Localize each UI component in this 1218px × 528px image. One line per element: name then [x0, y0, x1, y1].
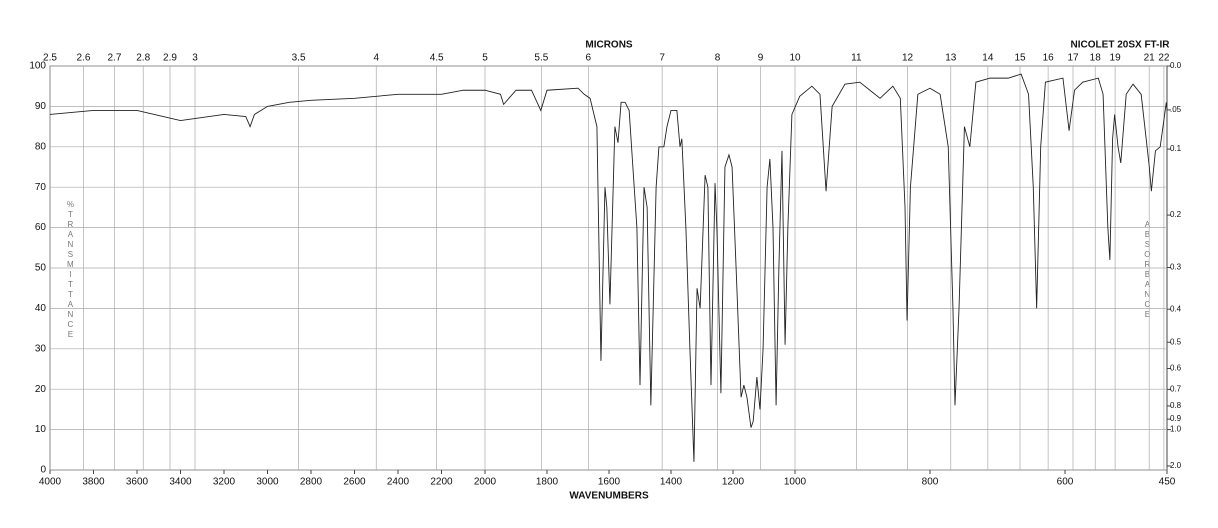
- spectrum-line: [49, 73, 1168, 462]
- x-tick-label: 3600: [126, 477, 149, 488]
- x-tick-label: 3800: [82, 477, 105, 488]
- x2-tick-label: 13: [945, 53, 957, 64]
- x2-tick-label: 2.8: [136, 53, 150, 64]
- x2-tick-label: 9: [758, 53, 764, 64]
- y2-tick-label: 0.1: [1170, 144, 1182, 153]
- x2-tick-label: 6: [586, 53, 592, 64]
- y-tick-label: 70: [35, 182, 47, 193]
- x-tick-label: 3200: [213, 477, 236, 488]
- x-tick-label: 2800: [300, 477, 323, 488]
- y2-tick-label: 2.0: [1170, 461, 1182, 470]
- y-tick-label: 0: [40, 465, 46, 476]
- y2-tick-label: .05: [1170, 105, 1182, 114]
- y-axis-label: %TRANSMITTANCE: [66, 200, 75, 340]
- y-tick-label: 50: [35, 263, 47, 274]
- x-tick-label: 1200: [722, 477, 745, 488]
- chart-title: NICOLET 20SX FT-IR: [1071, 40, 1171, 51]
- x2-tick-label: 7: [659, 53, 665, 64]
- y2-tick-label: 0.5: [1170, 337, 1182, 346]
- x2-axis-label: MICRONS: [585, 40, 633, 51]
- y-tick-label: 40: [35, 303, 47, 314]
- x2-tick-label: 17: [1067, 53, 1079, 64]
- y-tick-label: 100: [29, 61, 46, 72]
- x2-tick-label: 18: [1090, 53, 1102, 64]
- x2-tick-label: 11: [851, 53, 862, 64]
- x-tick-label: 4000: [39, 477, 62, 488]
- y-tick-label: 60: [35, 222, 47, 233]
- x-tick-label: 2000: [474, 477, 497, 488]
- y-tick-label: 80: [35, 141, 47, 152]
- y2-tick-label: 1.0: [1170, 425, 1182, 434]
- x2-tick-label: 5.5: [534, 53, 548, 64]
- x2-tick-label: 15: [1014, 53, 1026, 64]
- x-tick-label: 1600: [598, 477, 621, 488]
- y-tick-label: 20: [35, 384, 47, 395]
- y-tick-label: 10: [35, 424, 47, 435]
- x2-tick-label: 16: [1043, 53, 1055, 64]
- x2-tick-label: 12: [902, 53, 914, 64]
- x2-tick-label: 4: [373, 53, 379, 64]
- x2-tick-label: 2.7: [107, 53, 121, 64]
- y2-tick-label: 0.3: [1170, 263, 1182, 272]
- x-tick-label: 800: [922, 477, 939, 488]
- x2-tick-label: 14: [982, 53, 994, 64]
- x2-tick-label: 2.9: [163, 53, 177, 64]
- x-tick-label: 600: [1057, 477, 1074, 488]
- x-tick-label: 1800: [536, 477, 559, 488]
- y2-tick-label: 0.9: [1170, 414, 1182, 423]
- x-tick-label: 3000: [256, 477, 279, 488]
- y2-tick-label: 0.6: [1170, 364, 1182, 373]
- x2-tick-label: 4.5: [430, 53, 444, 64]
- x2-tick-label: 10: [789, 53, 801, 64]
- x-axis-label: WAVENUMBERS: [569, 491, 649, 502]
- x-tick-label: 3400: [169, 477, 192, 488]
- x-tick-label: 2200: [430, 477, 453, 488]
- x-tick-label: 2400: [387, 477, 410, 488]
- x-tick-label: 450: [1159, 477, 1176, 488]
- y2-tick-label: 0.2: [1170, 210, 1182, 219]
- y2-axis-label: ABSORBANCE: [1143, 220, 1152, 320]
- x-tick-label: 1000: [784, 477, 807, 488]
- y-tick-label: 30: [35, 343, 47, 354]
- x2-tick-label: 21: [1144, 53, 1156, 64]
- y2-tick-label: 0.8: [1170, 401, 1182, 410]
- y2-tick-label: 0.7: [1170, 385, 1182, 394]
- x-tick-label: 1400: [660, 477, 683, 488]
- x2-tick-label: 2.5: [43, 53, 57, 64]
- y2-tick-label: 0.4: [1170, 304, 1182, 313]
- x2-tick-label: 19: [1110, 53, 1122, 64]
- y2-tick-label: 0.0: [1170, 61, 1182, 70]
- x2-tick-label: 22: [1158, 53, 1170, 64]
- x2-tick-label: 3: [192, 53, 198, 64]
- x2-tick-label: 3.5: [292, 53, 306, 64]
- x2-tick-label: 8: [715, 53, 721, 64]
- y-tick-label: 90: [35, 101, 47, 112]
- x2-tick-label: 2.6: [77, 53, 91, 64]
- x2-tick-label: 5: [482, 53, 488, 64]
- x-tick-label: 2600: [343, 477, 366, 488]
